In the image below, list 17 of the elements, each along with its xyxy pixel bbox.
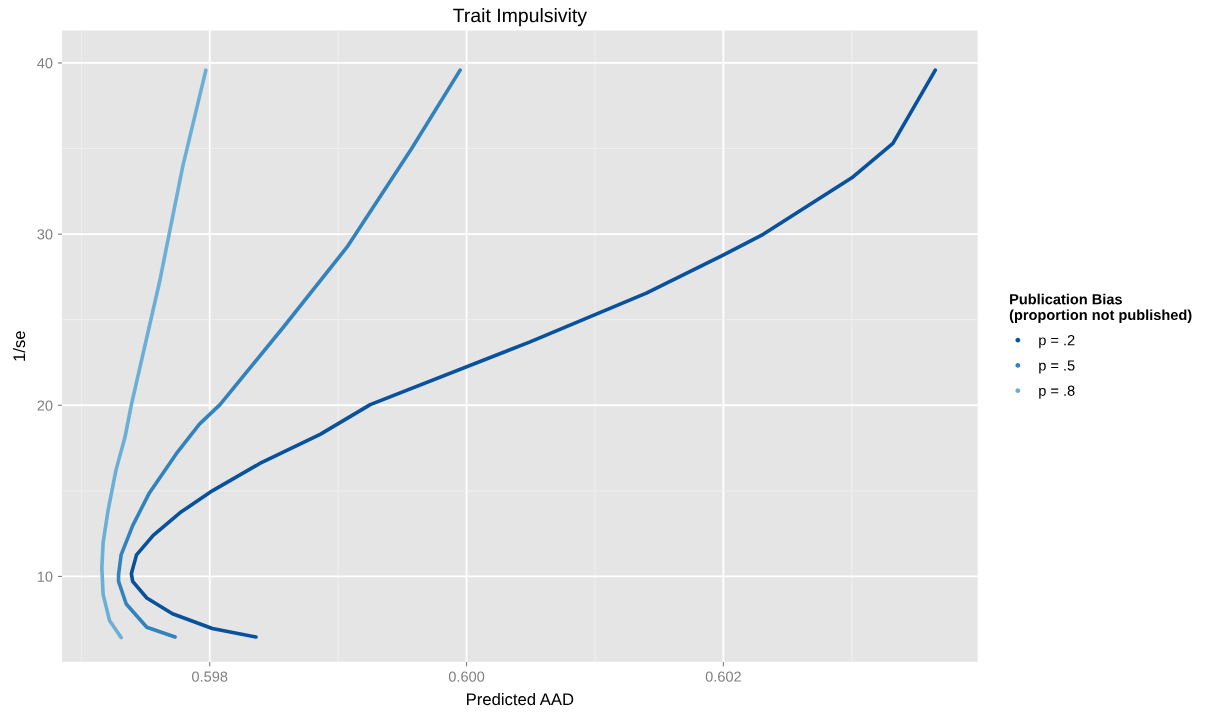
line-series [116, 68, 462, 639]
y-tick-label: 20 [37, 400, 53, 411]
y-tick-label: 40 [37, 58, 53, 69]
legend-title: Publication Bias (proportion not published) [1009, 293, 1192, 323]
y-axis-title: 1/se [12, 331, 26, 361]
legend-label: p = .8 [1039, 385, 1075, 399]
x-tick-label: 0.600 [448, 671, 485, 682]
legend-label: p = .2 [1039, 335, 1075, 349]
y-tick-label: 30 [37, 229, 53, 240]
line-series [100, 68, 208, 640]
y-tick-label: 10 [37, 571, 53, 582]
x-axis-title: Predicted AAD [467, 692, 574, 706]
x-tick-label: 0.602 [705, 671, 741, 682]
x-tick-label: 0.598 [192, 671, 228, 682]
chart-title: Trait Impulsivity [453, 8, 587, 27]
line-series [129, 68, 938, 639]
legend-label: p = .5 [1039, 360, 1075, 374]
